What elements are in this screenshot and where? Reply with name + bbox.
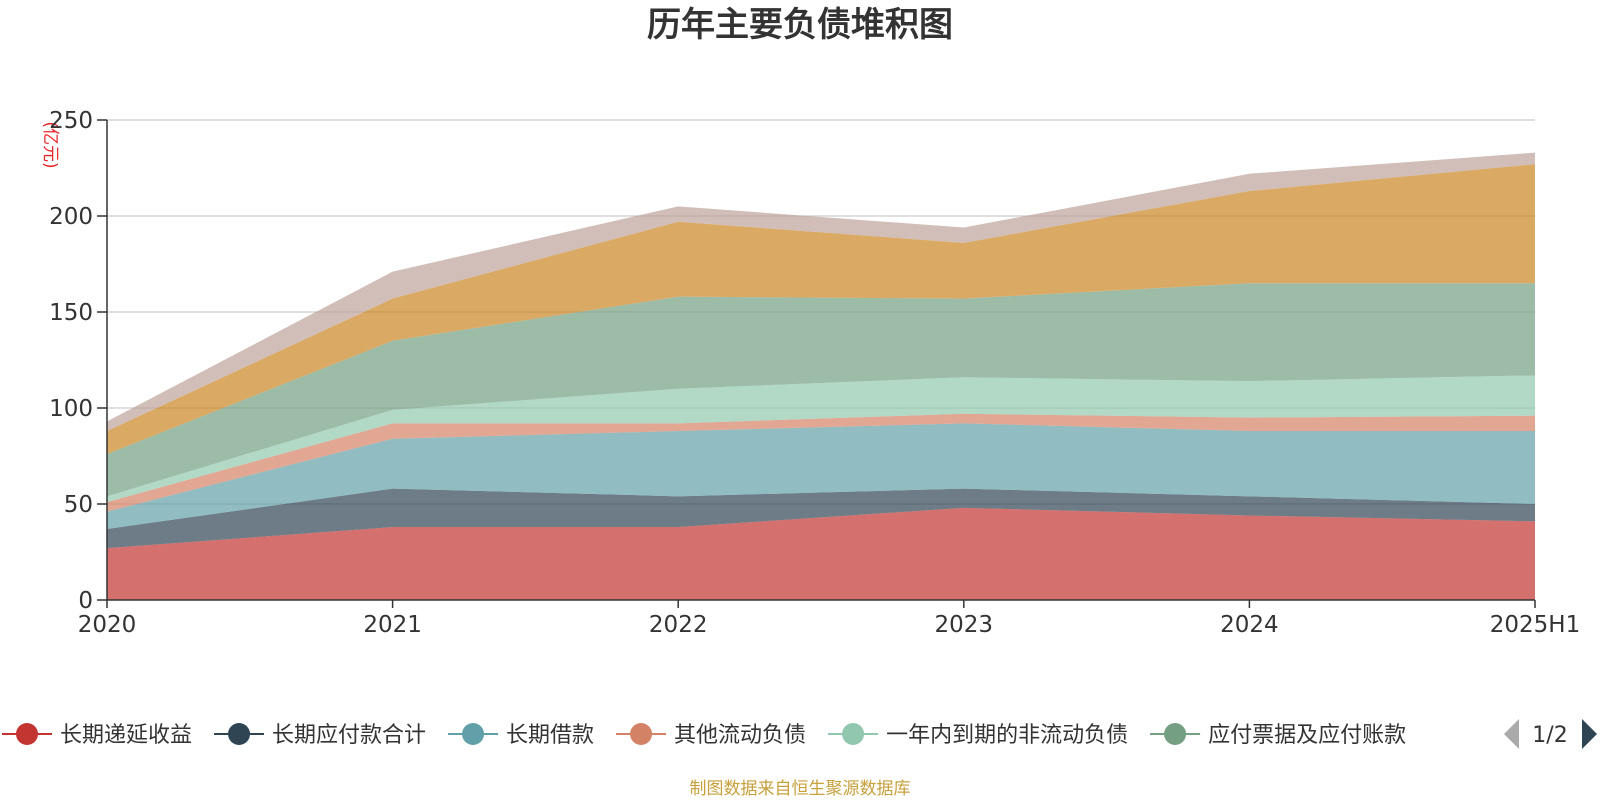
legend-circle-marker <box>462 723 485 745</box>
legend-circle-marker <box>228 723 251 745</box>
area-series-3 <box>107 423 1535 529</box>
triangle-left-icon[interactable] <box>1504 719 1519 749</box>
y-tick-label: 200 <box>49 204 93 230</box>
legend-circle-marker <box>16 723 38 745</box>
legend-page-indicator: 1/2 <box>1532 723 1567 748</box>
legend-item[interactable]: 长期借款 <box>448 723 594 748</box>
y-tick-label: 100 <box>49 396 93 422</box>
x-tick-label: 2025H1 <box>1490 612 1580 638</box>
legend-pager: 1/2 <box>1504 719 1597 749</box>
area-series-1 <box>107 507 1535 600</box>
data-source-note: 制图数据来自恒生聚源数据库 <box>690 779 911 799</box>
chart-title: 历年主要负债堆积图 <box>647 5 953 45</box>
legend-label: 长期递延收益 <box>60 723 192 748</box>
x-tick-label: 2020 <box>78 612 137 638</box>
area-series-5 <box>107 375 1535 503</box>
legend-circle-marker <box>1164 723 1187 745</box>
legend-item[interactable]: 长期应付款合计 <box>214 723 426 748</box>
legend-label: 长期借款 <box>506 723 594 748</box>
area-series-4 <box>107 413 1535 512</box>
area-series-8 <box>107 152 1535 432</box>
y-axis-unit-label: (亿元) <box>40 121 60 168</box>
legend-item[interactable]: 应付票据及应付账款 <box>1150 723 1406 748</box>
legend-item[interactable]: 一年内到期的非流动负债 <box>828 723 1128 748</box>
legend-item[interactable]: 其他流动负债 <box>616 723 806 748</box>
y-tick-label: 0 <box>78 588 93 614</box>
y-tick-label: 150 <box>49 300 93 326</box>
area-series-group <box>107 152 1535 600</box>
legend-circle-marker <box>630 723 653 745</box>
y-tick-label: 250 <box>49 108 93 134</box>
area-series-6 <box>107 283 1535 497</box>
area-series-7 <box>107 164 1535 455</box>
x-tick-label: 2021 <box>363 612 422 638</box>
legend-label: 长期应付款合计 <box>272 723 426 748</box>
legend-label: 应付票据及应付账款 <box>1208 723 1406 748</box>
x-tick-label: 2022 <box>649 612 708 638</box>
axes: 0 50 100 150 200 250 2020 2021 2022 2023 2024 2025H… <box>49 108 1580 638</box>
x-tick-label: 2023 <box>935 612 994 638</box>
legend-label: 其他流动负债 <box>674 723 806 748</box>
legend-item[interactable]: 长期递延收益 <box>2 723 192 748</box>
triangle-right-icon[interactable] <box>1582 719 1597 749</box>
legend-label: 一年内到期的非流动负债 <box>886 723 1128 748</box>
legend: 长期递延收益 长期应付款合计 长期借款 其他流动负债 一年内到期的非流动负债 应付票据及应… <box>2 723 1406 748</box>
area-series-2 <box>107 488 1535 549</box>
legend-circle-marker <box>842 723 865 745</box>
y-tick-label: 50 <box>64 492 93 518</box>
x-tick-label: 2024 <box>1220 612 1279 638</box>
